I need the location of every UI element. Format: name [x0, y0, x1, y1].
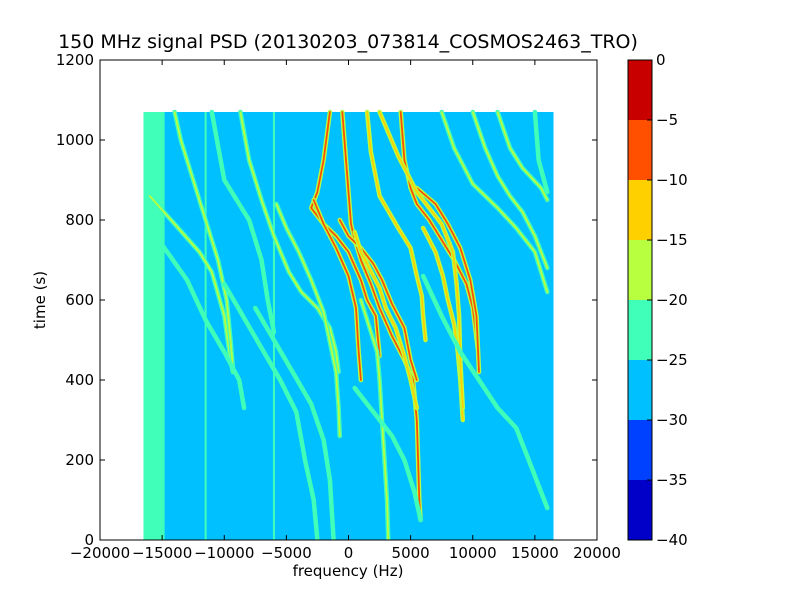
x-tick-label: 20000 [573, 544, 621, 562]
signal-trace [173, 111, 234, 369]
colorbar-band [628, 120, 652, 180]
colorbar-band [628, 420, 652, 480]
x-tick-label: −5000 [261, 544, 312, 562]
signal-trace [353, 231, 418, 409]
x-axis-label: frequency (Hz) [293, 562, 404, 580]
signal-trace [338, 219, 418, 381]
colorbar-band [628, 60, 652, 120]
signal-trace [341, 111, 422, 521]
colorbar-band [628, 300, 652, 360]
colorbar-band [628, 240, 652, 300]
colorbar-tick-label: −40 [656, 531, 688, 549]
signal-trace [239, 111, 340, 373]
signal-trace [415, 187, 480, 373]
signal-trace [310, 111, 381, 357]
signal-trace [312, 199, 362, 381]
signal-trace [223, 283, 319, 540]
y-tick-label: 600 [65, 291, 94, 309]
heatmap-band-region [143, 112, 165, 540]
y-tick-label: 200 [65, 451, 94, 469]
y-tick-label: 1000 [56, 131, 94, 149]
colorbar-tick-label: −10 [656, 171, 688, 189]
chart-title: 150 MHz signal PSD (20130203_073814_COSM… [58, 31, 638, 53]
colorbar-tick-label: −15 [656, 231, 688, 249]
signal-trace [422, 275, 549, 509]
signal-trace [496, 111, 549, 201]
signal-trace [353, 387, 422, 521]
axes: −20000 −15000 −10000 −5000 0 5000 10000 15000 20… [56, 51, 621, 562]
colorbar-tick-label: −35 [656, 471, 688, 489]
signal-trace [366, 111, 427, 341]
colorbar-band [628, 480, 652, 540]
plot-area [143, 109, 554, 540]
colorbar-tick-label: −20 [656, 291, 688, 309]
y-tick-label: 1200 [56, 51, 94, 69]
x-tick-label: 15000 [511, 544, 559, 562]
x-tick-label: 10000 [449, 544, 497, 562]
signal-trace [275, 203, 341, 437]
colorbar: 0 −5 −10 −15 −20 −25 −30 −35 −40 [627, 51, 688, 549]
signal-trace [534, 111, 549, 193]
colorbar-tick-label: −25 [656, 351, 688, 369]
signal-trace [471, 111, 549, 269]
colorbar-band [628, 180, 652, 240]
colorbar-tick-label: 0 [656, 51, 666, 69]
y-axis-label: time (s) [31, 271, 49, 329]
y-tick-label: 400 [65, 371, 94, 389]
colorbar-band [628, 360, 652, 420]
signal-trace [210, 111, 275, 333]
x-tick-label: −15000 [132, 544, 192, 562]
x-tick-label: 5000 [392, 544, 430, 562]
x-tick-label: −10000 [194, 544, 254, 562]
signal-trace [254, 307, 335, 540]
signal-trace [154, 235, 246, 409]
x-tick-label: −20000 [70, 544, 130, 562]
signal-trace [359, 299, 390, 540]
signal-trace [440, 111, 549, 293]
colorbar-tick-label: −30 [656, 411, 688, 429]
signal-trace [378, 111, 464, 409]
x-tick-label: 0 [344, 544, 354, 562]
y-tick-label: 800 [65, 211, 94, 229]
colorbar-tick-label: −5 [656, 111, 678, 129]
y-tick-label: 0 [84, 531, 94, 549]
